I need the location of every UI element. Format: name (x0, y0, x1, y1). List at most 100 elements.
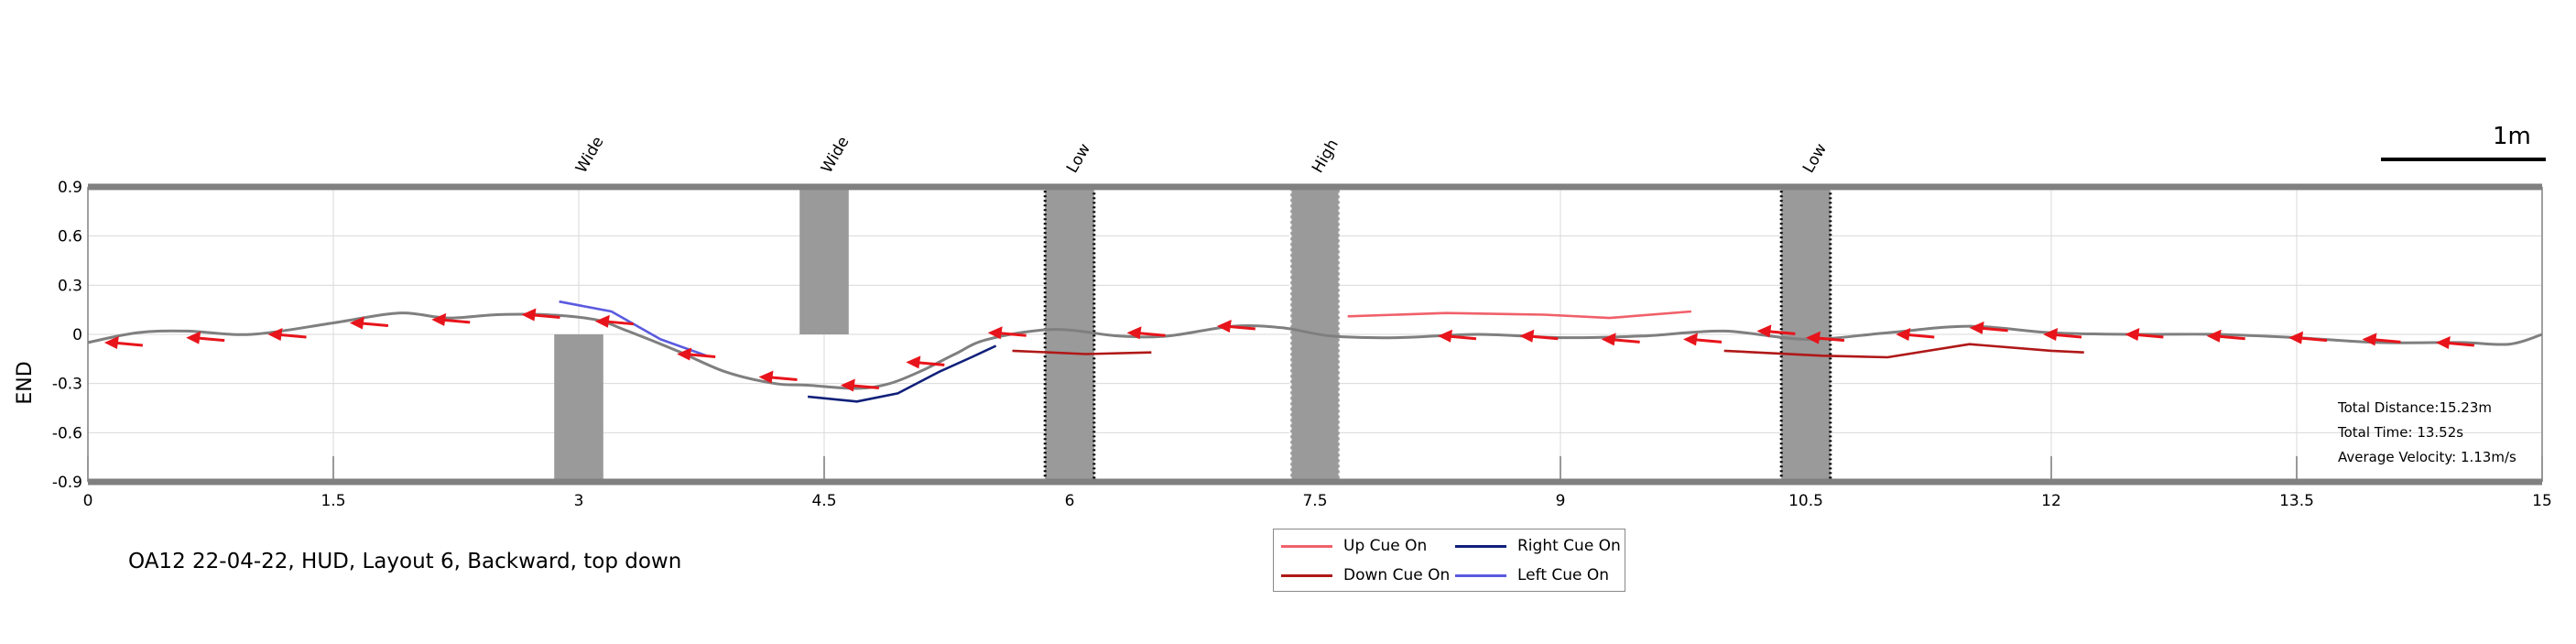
arrow-head (2435, 335, 2451, 349)
x-tick-label: 15 (2532, 492, 2552, 510)
x-tick-label: 0 (83, 492, 93, 510)
direction-arrow (1896, 328, 1935, 341)
legend-label: Left Cue On (1517, 566, 1610, 584)
direction-arrow (906, 355, 945, 369)
direction-arrow (1601, 333, 1640, 346)
arrow-head (349, 316, 364, 330)
arrow-head (103, 335, 119, 349)
direction-arrow (840, 378, 879, 392)
arrow-head (677, 347, 692, 361)
direction-arrow (1969, 321, 2008, 334)
cue-line (1012, 349, 1152, 355)
obstacle (799, 187, 849, 334)
direction-arrow (349, 316, 388, 330)
direction-arrow (2288, 331, 2328, 344)
path (87, 311, 2543, 390)
x-tick-label: 6 (1065, 492, 1075, 510)
arrow-head (1438, 329, 1452, 343)
arrow-head (2288, 331, 2304, 344)
x-tick-label: 3 (574, 492, 584, 510)
arrow-head (840, 378, 855, 392)
y-tick-label: -0.6 (52, 424, 82, 442)
legend-item-left-cue: Left Cue On (1455, 566, 1609, 584)
cue-line (1347, 310, 1692, 320)
arrow-head (1806, 331, 1821, 344)
x-tick-label: 7.5 (1302, 492, 1327, 510)
obstacle (554, 334, 603, 482)
y-tick-label: 0.9 (58, 179, 82, 197)
arrow-head (594, 314, 610, 328)
direction-arrow (1683, 333, 1723, 346)
y-tick-label: 0.6 (58, 228, 82, 246)
direction-arrow (521, 308, 560, 322)
trajectory-line (87, 311, 2543, 390)
arrow-head (987, 326, 1003, 340)
obstacles: Wide Wide Low High Low (554, 134, 1832, 484)
legend-swatch (1455, 573, 1506, 577)
y-tick-label: 0.3 (58, 277, 82, 295)
direction-arrow (2435, 335, 2474, 349)
arrow-head (1969, 321, 1984, 334)
arrow-head (1601, 333, 1616, 346)
figure-caption: OA12 22-04-22, HUD, Layout 6, Backward, … (128, 550, 682, 573)
x-tick-label: 1.5 (321, 492, 345, 510)
direction-arrow (1126, 326, 1166, 340)
arrow-head (267, 328, 283, 341)
arrow-head (1756, 324, 1772, 338)
obstacle-label: Low (1063, 140, 1094, 176)
legend-swatch (1281, 544, 1332, 548)
arrow-head (1519, 329, 1535, 343)
direction-arrow (431, 312, 471, 326)
y-tick-label: -0.9 (52, 474, 82, 492)
y-axis-label: END (14, 361, 37, 404)
scale-label: 1m (2493, 123, 2531, 150)
plot-frame (87, 183, 2543, 486)
legend-swatch (1281, 573, 1332, 577)
y-tick-label: 0 (72, 326, 82, 344)
direction-arrow (1806, 331, 1845, 344)
x-tick-label: 10.5 (1788, 492, 1823, 510)
x-tick-label: 12 (2041, 492, 2061, 510)
y-tick-label: -0.3 (52, 376, 82, 394)
obstacle (1043, 185, 1096, 484)
average-velocity: Average Velocity: 1.13m/s (2338, 449, 2516, 465)
obstacle-label: Low (1799, 140, 1831, 176)
arrow-head (758, 370, 774, 384)
legend-swatch (1455, 544, 1506, 548)
direction-arrow (2206, 329, 2245, 343)
arrow-head (2362, 333, 2377, 346)
direction-arrow (758, 370, 798, 384)
legend-label: Down Cue On (1343, 566, 1451, 584)
arrow-head (1126, 326, 1142, 340)
direction-arrow (1216, 320, 1255, 333)
direction-arrow (186, 331, 225, 344)
arrow-head (1683, 333, 1698, 346)
direction-arrows (103, 308, 2474, 392)
tick-labels: 0 1.5 3 4.5 6 7.5 9 10.5 12 13.5 15 0.9 0.6 0.3 0 -0.3 -… (52, 179, 2552, 510)
arrow-head (1896, 328, 1911, 341)
arrow-head (186, 331, 201, 344)
cue-line (1723, 343, 2084, 359)
cue-line (807, 344, 997, 403)
cue-line (559, 300, 707, 357)
arrow-head (431, 312, 447, 326)
arrow-head (906, 355, 921, 369)
legend: Up Cue On Right Cue On Down Cue On Left … (1273, 529, 1625, 592)
direction-arrow (987, 326, 1027, 340)
arrow-head (2206, 329, 2222, 343)
total-distance: Total Distance:15.23m (2338, 399, 2492, 416)
total-time: Total Time: 13.52s (2338, 424, 2464, 441)
legend-label: Right Cue On (1517, 537, 1621, 555)
x-tick-label: 9 (1556, 492, 1566, 510)
legend-label: Up Cue On (1343, 537, 1428, 555)
obstacle-label: Wide (818, 134, 853, 177)
x-tick-label: 13.5 (2279, 492, 2314, 510)
arrow-head (2125, 328, 2140, 341)
direction-arrow (677, 347, 716, 361)
direction-arrow (2362, 333, 2401, 346)
arrow-head (1216, 320, 1232, 333)
obstacle-label: Wide (572, 134, 608, 177)
direction-arrow (594, 314, 634, 328)
arrow-head (2043, 328, 2059, 341)
